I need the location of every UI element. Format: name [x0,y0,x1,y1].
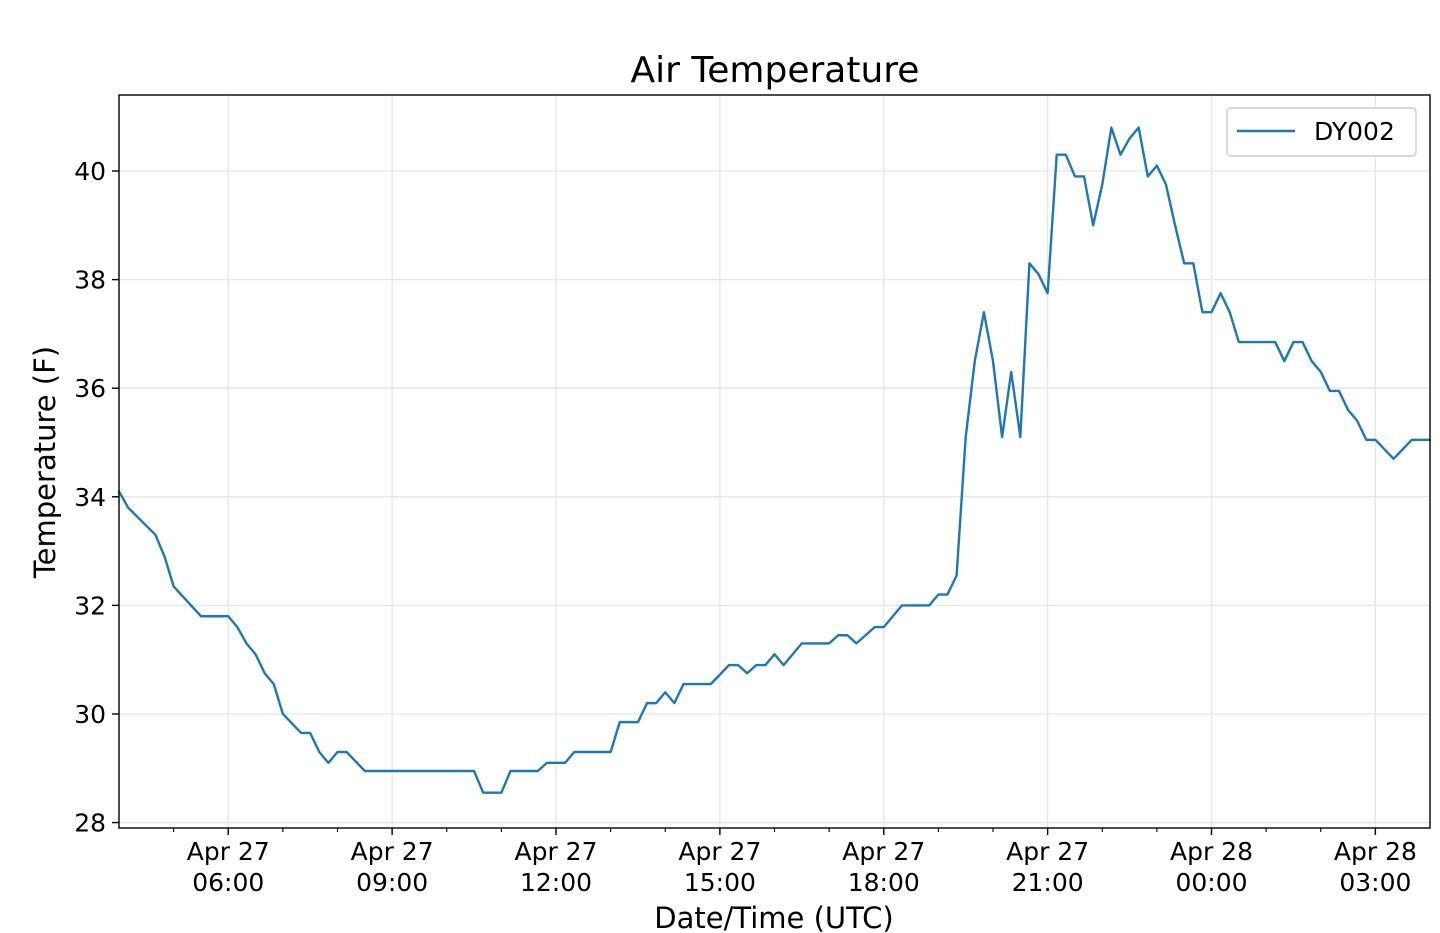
series-layer [117,126,1432,794]
y-tick-label: 34 [74,483,106,512]
x-axis-label: Date/Time (UTC) [654,901,893,933]
y-tick-label: 28 [74,809,106,838]
x-tick-label-time: 03:00 [1339,868,1411,897]
x-tick-label-time: 09:00 [356,868,428,897]
y-axis-label: Temperature (F) [28,346,62,579]
x-tick-label-time: 06:00 [192,868,264,897]
x-tick-label-time: 00:00 [1175,868,1247,897]
x-tick-label-date: Apr 27 [1006,837,1089,866]
y-axis-ticks: 28 30 32 34 36 38 40 [74,157,119,838]
y-tick-label: 36 [74,374,106,403]
series-line-dy002 [117,126,1432,794]
grid [119,95,1430,828]
x-tick-label-date: Apr 28 [1170,837,1253,866]
x-tick-label-date: Apr 28 [1334,837,1417,866]
x-tick-label-date: Apr 27 [514,837,597,866]
chart-title: Air Temperature [631,50,920,91]
y-tick-label: 38 [74,266,106,295]
x-tick-label-date: Apr 27 [842,837,925,866]
y-tick-label: 30 [74,700,106,729]
legend: DY002 [1226,107,1417,157]
x-tick-label-date: Apr 27 [678,837,761,866]
legend-box [1226,107,1417,157]
y-tick-label: 40 [74,157,106,186]
x-tick-label-date: Apr 27 [187,837,270,866]
y-tick-label: 32 [74,591,106,620]
x-tick-label-time: 12:00 [520,868,592,897]
x-tick-label-time: 18:00 [848,868,920,897]
x-tick-label-date: Apr 27 [351,837,434,866]
x-tick-label-time: 15:00 [684,868,756,897]
legend-label-dy002: DY002 [1314,117,1395,146]
x-tick-label-time: 21:00 [1012,868,1084,897]
